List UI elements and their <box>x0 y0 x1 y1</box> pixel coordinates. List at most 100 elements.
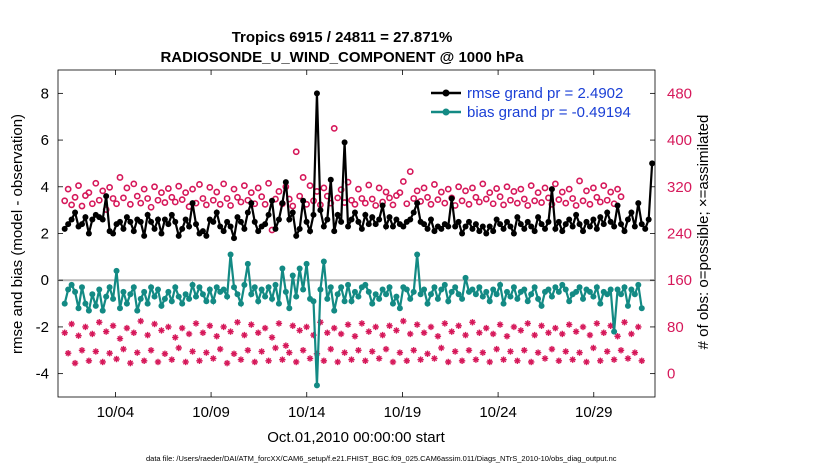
rmse-point <box>500 225 507 232</box>
bias-point <box>313 382 320 389</box>
y-right-tick-label: 400 <box>667 132 692 149</box>
bias-point <box>213 284 220 291</box>
bias-point <box>89 291 96 298</box>
obs-assimilated-point <box>355 347 362 354</box>
rmse-point <box>151 225 158 232</box>
obs-possible-point <box>95 196 103 204</box>
rmse-point <box>231 235 238 242</box>
rmse-point <box>452 223 459 230</box>
rmse-point <box>127 218 134 225</box>
rmse-point <box>535 214 542 221</box>
obs-assimilated-point <box>223 359 231 367</box>
rmse-point <box>604 209 611 216</box>
obs-possible-point <box>500 201 507 209</box>
obs-assimilated-point <box>78 347 86 354</box>
bias-series-layer <box>61 251 645 389</box>
obs-possible-point <box>479 180 487 188</box>
rmse-point <box>597 214 604 221</box>
rmse-point <box>282 179 289 186</box>
obs-possible-point <box>507 196 514 204</box>
bias-point <box>341 298 348 305</box>
rmse-point <box>244 209 251 216</box>
bias-point <box>389 300 396 307</box>
rmse-point <box>507 223 514 230</box>
rmse-point <box>248 200 255 207</box>
rmse-point <box>559 228 566 235</box>
bias-point <box>127 291 134 298</box>
bias-point <box>61 300 68 307</box>
rmse-point <box>583 218 590 225</box>
rmse-point <box>186 223 193 230</box>
obs-assimilated-point <box>68 320 75 328</box>
obs-assimilated-point <box>507 348 514 355</box>
rmse-point <box>486 223 493 230</box>
rmse-point <box>144 211 151 218</box>
obs-possible-point <box>144 195 152 202</box>
bias-point <box>417 291 424 298</box>
rmse-point <box>631 223 638 230</box>
bias-point <box>82 300 89 307</box>
rmse-point <box>99 216 106 223</box>
y-tick-label: -2 <box>36 319 49 336</box>
bias-point <box>345 281 352 288</box>
bias-point <box>452 284 459 291</box>
rmse-point <box>393 216 400 223</box>
rmse-point <box>293 232 300 239</box>
obs-assimilated-point <box>324 329 331 336</box>
obs-possible-point <box>475 198 483 206</box>
obs-possible-point <box>220 180 228 188</box>
obs-possible-point <box>434 196 442 204</box>
rmse-point <box>116 218 123 225</box>
rmse-point <box>275 216 282 223</box>
obs-possible-point <box>137 199 145 207</box>
bias-point <box>196 284 203 291</box>
obs-possible-point <box>106 183 114 191</box>
obs-assimilated-point <box>524 320 531 327</box>
rmse-point <box>262 221 269 228</box>
obs-assimilated-point <box>71 359 79 367</box>
rmse-point <box>593 225 600 232</box>
rmse-point <box>369 214 376 221</box>
obs-assimilated-point <box>465 347 473 354</box>
obs-assimilated-point <box>189 348 196 355</box>
obs-possible-point <box>441 199 449 207</box>
obs-assimilated-point <box>286 349 293 356</box>
rmse-point <box>552 225 559 232</box>
bias-point <box>524 298 531 305</box>
bias-point <box>85 307 92 314</box>
bias-point <box>110 295 117 302</box>
bias-point <box>144 300 151 307</box>
bias-point <box>265 284 272 291</box>
bias-point <box>607 286 614 293</box>
bias-point <box>161 295 168 302</box>
obs-possible-point <box>164 185 172 192</box>
obs-assimilated-point <box>386 322 393 329</box>
obs-assimilated-point <box>417 356 424 363</box>
obs-assimilated-point <box>175 344 182 352</box>
obs-possible-point <box>147 203 155 211</box>
bias-point <box>427 291 434 298</box>
obs-assimilated-point <box>241 331 248 339</box>
x-tick-label: 10/29 <box>575 404 613 421</box>
obs-possible-point <box>551 180 559 188</box>
x-tick-label: 10/14 <box>288 404 326 421</box>
bias-point <box>628 286 635 293</box>
bias-point <box>224 293 231 300</box>
bias-point <box>96 286 103 293</box>
obs-assimilated-point <box>234 319 241 326</box>
obs-possible-point <box>617 193 625 201</box>
bias-point <box>597 300 604 307</box>
rmse-point <box>355 218 362 225</box>
bias-point <box>151 293 158 300</box>
rmse-point <box>545 218 552 225</box>
obs-possible-point <box>99 187 107 195</box>
obs-assimilated-point <box>89 330 96 338</box>
rmse-point <box>586 223 593 230</box>
obs-possible-point <box>299 174 307 181</box>
bias-point <box>165 288 172 295</box>
bias-point <box>638 305 645 312</box>
bias-point <box>455 291 462 298</box>
rmse-point <box>638 221 645 228</box>
obs-assimilated-point <box>500 356 507 363</box>
obs-assimilated-point <box>206 322 214 329</box>
